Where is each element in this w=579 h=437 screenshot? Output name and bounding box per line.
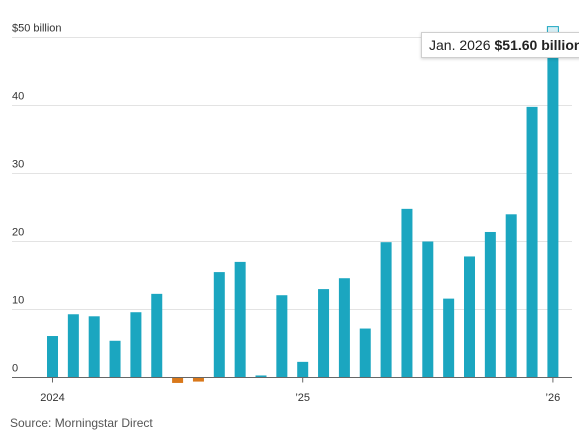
bar xyxy=(172,377,184,383)
y-tick-label: 10 xyxy=(12,295,24,307)
bar xyxy=(484,231,496,378)
tooltip-date: Jan. 2026 xyxy=(429,37,491,53)
bar xyxy=(464,256,475,378)
y-tick-label: 0 xyxy=(12,363,18,375)
source-note: Source: Morningstar Direct xyxy=(10,416,153,430)
bar xyxy=(47,336,58,378)
y-tick-label: 40 xyxy=(12,91,24,103)
bar xyxy=(130,312,142,378)
tooltip-value: $51.60 billion xyxy=(494,37,579,53)
bar xyxy=(297,361,309,378)
bar xyxy=(109,340,121,378)
chart-tooltip: Jan. 2026 $51.60 billion xyxy=(421,32,579,58)
y-tick-label: $50 billion xyxy=(12,23,62,35)
x-tick-label: 2024 xyxy=(40,392,64,404)
bar xyxy=(422,241,434,378)
bar xyxy=(359,328,371,378)
bar xyxy=(526,106,538,378)
bar xyxy=(234,261,246,378)
bar xyxy=(213,272,225,378)
bar xyxy=(401,208,413,378)
bar xyxy=(255,375,267,378)
y-tick-label: 30 xyxy=(12,159,24,171)
bar xyxy=(443,298,455,378)
bar xyxy=(276,295,288,378)
bar xyxy=(547,26,559,378)
bar xyxy=(88,316,100,378)
bar xyxy=(67,314,79,378)
x-tick-label: ’25 xyxy=(295,392,310,404)
bar xyxy=(505,214,517,378)
bar xyxy=(380,242,392,378)
y-tick-label: 20 xyxy=(12,227,24,239)
bar xyxy=(318,289,330,378)
x-tick-label: ’26 xyxy=(546,392,561,404)
bar xyxy=(151,293,163,378)
bar xyxy=(192,377,204,382)
bar xyxy=(338,278,350,378)
